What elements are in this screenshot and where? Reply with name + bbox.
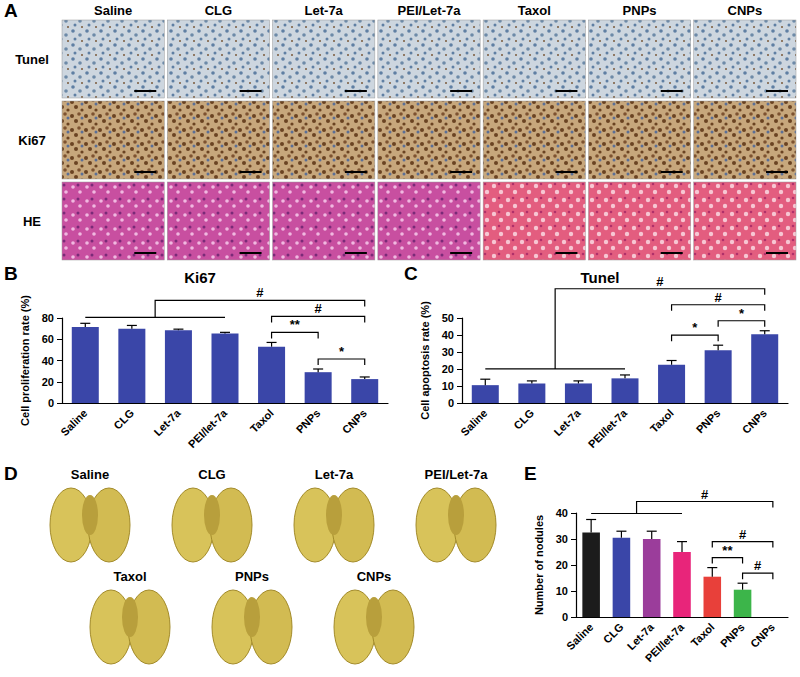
svg-text:40: 40 bbox=[42, 355, 54, 367]
svg-text:CLG: CLG bbox=[205, 3, 232, 18]
svg-text:CLG: CLG bbox=[511, 407, 536, 432]
svg-text:40: 40 bbox=[556, 507, 568, 519]
svg-text:Saline: Saline bbox=[58, 407, 89, 438]
html-text:A: A bbox=[4, 0, 18, 21]
svg-text:Number of nodules: Number of nodules bbox=[533, 515, 545, 615]
svg-text:PNPs: PNPs bbox=[623, 3, 657, 18]
svg-text:30: 30 bbox=[442, 346, 454, 358]
svg-text:*: * bbox=[739, 306, 745, 321]
svg-text:HE: HE bbox=[23, 214, 41, 229]
svg-text:PNPs: PNPs bbox=[235, 569, 269, 584]
svg-text:CNPs: CNPs bbox=[740, 407, 769, 436]
svg-text:Tunel: Tunel bbox=[15, 52, 49, 67]
svg-text:PEI/Let-7a: PEI/Let-7a bbox=[425, 467, 489, 482]
svg-text:60: 60 bbox=[42, 333, 54, 345]
svg-text:#: # bbox=[754, 558, 762, 573]
svg-text:0: 0 bbox=[448, 397, 454, 409]
svg-text:#: # bbox=[256, 285, 264, 300]
svg-text:Saline: Saline bbox=[458, 407, 489, 438]
svg-text:#: # bbox=[315, 301, 323, 316]
html-text:B: B bbox=[4, 263, 18, 284]
svg-text:30: 30 bbox=[556, 533, 568, 545]
svg-text:CNPs: CNPs bbox=[340, 407, 369, 436]
svg-text:PEI/let-7a: PEI/let-7a bbox=[643, 620, 687, 664]
svg-text:Taxol: Taxol bbox=[648, 407, 676, 435]
svg-text:Taxol: Taxol bbox=[248, 407, 276, 435]
svg-text:**: ** bbox=[722, 543, 733, 558]
svg-text:10: 10 bbox=[442, 380, 454, 392]
svg-text:Let-7a: Let-7a bbox=[151, 406, 183, 438]
svg-text:PNPs: PNPs bbox=[694, 407, 723, 436]
html-text:C: C bbox=[404, 263, 418, 284]
svg-text:Ki67: Ki67 bbox=[184, 269, 216, 286]
svg-text:50: 50 bbox=[442, 312, 454, 324]
svg-text:20: 20 bbox=[442, 363, 454, 375]
svg-text:PEI/Let-7a: PEI/Let-7a bbox=[398, 3, 462, 18]
svg-text:PNPs: PNPs bbox=[294, 407, 323, 436]
svg-text:Tunel: Tunel bbox=[581, 269, 620, 286]
svg-text:Cell apoptosis rate (%): Cell apoptosis rate (%) bbox=[419, 301, 431, 420]
svg-text:20: 20 bbox=[42, 376, 54, 388]
svg-text:10: 10 bbox=[556, 585, 568, 597]
svg-text:#: # bbox=[715, 290, 723, 305]
svg-text:PNPs: PNPs bbox=[718, 621, 747, 650]
svg-text:*: * bbox=[339, 344, 345, 359]
svg-text:Let-7a: Let-7a bbox=[315, 467, 354, 482]
svg-text:Saline: Saline bbox=[94, 3, 132, 18]
svg-text:PEI/let-7a: PEI/let-7a bbox=[586, 406, 630, 450]
svg-text:Taxol: Taxol bbox=[518, 3, 551, 18]
svg-text:Ki67: Ki67 bbox=[18, 133, 45, 148]
svg-text:CLG: CLG bbox=[111, 407, 136, 432]
svg-text:Saline: Saline bbox=[71, 467, 109, 482]
svg-text:Let-7a: Let-7a bbox=[624, 620, 656, 653]
svg-text:#: # bbox=[701, 487, 709, 502]
svg-text:CNPs: CNPs bbox=[357, 569, 392, 584]
svg-text:40: 40 bbox=[442, 329, 454, 341]
html-text:E: E bbox=[524, 463, 537, 484]
svg-text:CLG: CLG bbox=[198, 467, 225, 482]
svg-text:**: ** bbox=[290, 317, 301, 332]
svg-text:20: 20 bbox=[556, 559, 568, 571]
svg-text:CNPs: CNPs bbox=[748, 621, 777, 650]
svg-text:Taxol: Taxol bbox=[688, 621, 716, 649]
svg-text:Let-7a: Let-7a bbox=[305, 3, 344, 18]
svg-text:Cell proliferation rate (%): Cell proliferation rate (%) bbox=[19, 295, 31, 426]
svg-text:0: 0 bbox=[48, 397, 54, 409]
svg-text:Taxol: Taxol bbox=[114, 569, 147, 584]
svg-text:#: # bbox=[656, 274, 664, 289]
html-text:D: D bbox=[4, 463, 18, 484]
svg-text:80: 80 bbox=[42, 312, 54, 324]
svg-text:0: 0 bbox=[562, 611, 568, 623]
svg-text:#: # bbox=[739, 527, 747, 542]
svg-text:PEI/let-7a: PEI/let-7a bbox=[186, 406, 230, 450]
svg-text:*: * bbox=[692, 320, 698, 335]
svg-text:Let-7a: Let-7a bbox=[551, 406, 583, 438]
svg-text:CNPs: CNPs bbox=[728, 3, 763, 18]
svg-text:Saline: Saline bbox=[564, 621, 595, 652]
svg-text:CLG: CLG bbox=[601, 621, 626, 646]
